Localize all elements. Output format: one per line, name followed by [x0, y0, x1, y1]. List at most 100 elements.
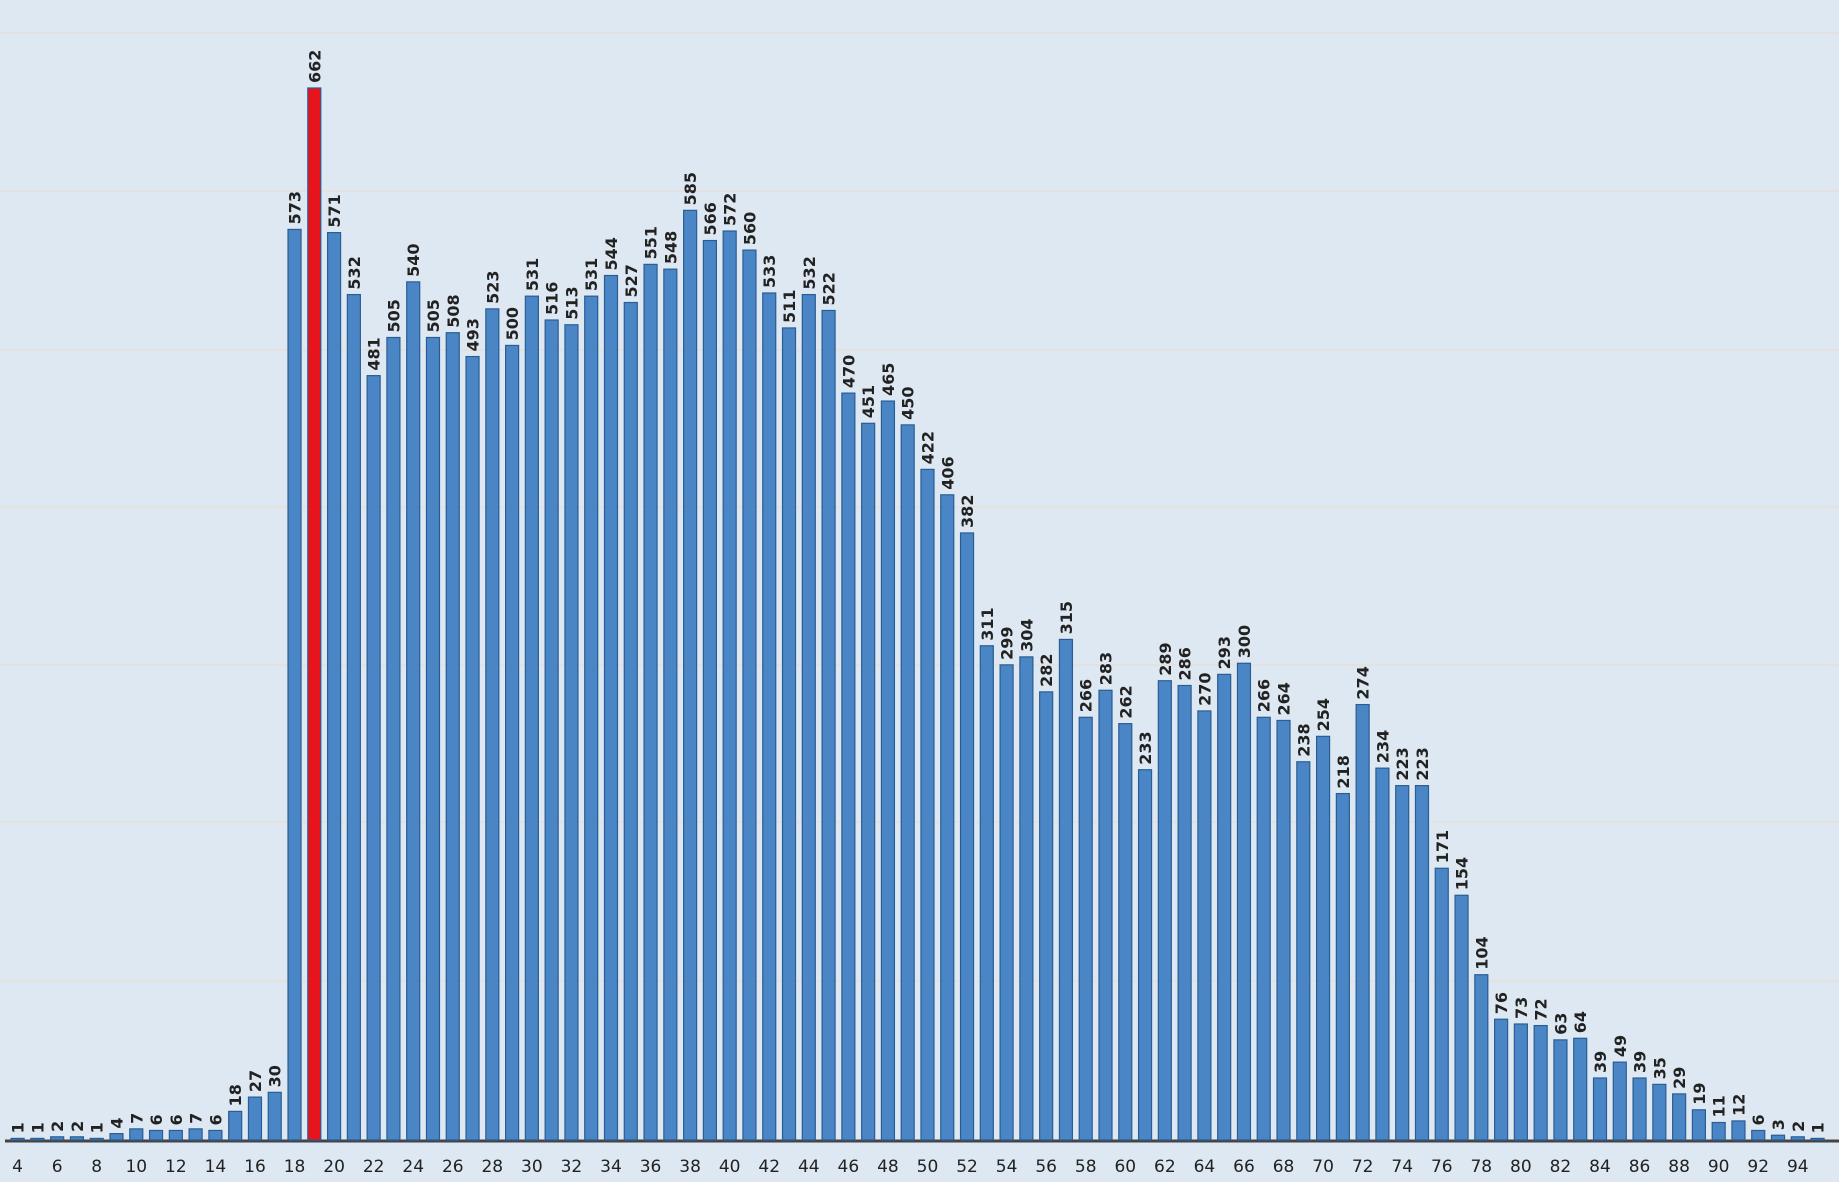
value-label: 11	[1710, 1095, 1729, 1117]
bar	[189, 1129, 202, 1140]
value-label: 304	[1017, 618, 1036, 651]
value-label: 311	[978, 607, 997, 640]
bar	[1791, 1137, 1804, 1140]
value-label: 516	[543, 282, 562, 315]
value-label: 465	[879, 363, 898, 396]
bar	[703, 241, 716, 1140]
bar	[11, 1138, 24, 1140]
value-label: 450	[899, 386, 918, 419]
bar	[110, 1134, 123, 1140]
value-label: 289	[1156, 642, 1175, 675]
value-label: 511	[780, 290, 799, 323]
bar	[31, 1138, 44, 1140]
value-label: 505	[424, 299, 443, 332]
bar	[624, 303, 637, 1140]
bar	[862, 423, 875, 1140]
value-label: 76	[1492, 992, 1511, 1014]
value-label: 532	[800, 256, 819, 289]
value-label: 1	[9, 1122, 28, 1133]
value-label: 1	[1809, 1122, 1828, 1133]
x-tick-label: 46	[838, 1157, 860, 1177]
value-label: 6	[147, 1114, 166, 1125]
x-tick-label: 86	[1629, 1157, 1651, 1177]
x-tick-label: 64	[1194, 1157, 1216, 1177]
value-label: 266	[1077, 679, 1096, 712]
value-label: 7	[127, 1113, 146, 1124]
x-tick-label: 88	[1668, 1157, 1690, 1177]
bar	[1396, 786, 1409, 1140]
x-tick-label: 6	[52, 1157, 63, 1177]
value-label: 571	[325, 194, 344, 227]
value-label: 218	[1334, 755, 1353, 788]
x-tick-label: 34	[600, 1157, 622, 1177]
x-tick-label: 22	[363, 1157, 385, 1177]
bar	[169, 1130, 182, 1140]
bar	[367, 376, 380, 1140]
x-tick-label: 14	[205, 1157, 227, 1177]
value-label: 274	[1354, 666, 1373, 699]
x-tick-label: 62	[1154, 1157, 1176, 1177]
bar	[585, 296, 598, 1140]
bar	[881, 401, 894, 1140]
value-label: 522	[820, 272, 839, 305]
value-label: 315	[1057, 601, 1076, 634]
bar	[1277, 720, 1290, 1140]
value-label: 2	[68, 1121, 87, 1132]
bar	[1198, 711, 1211, 1140]
bar	[980, 646, 993, 1140]
bar	[387, 337, 400, 1140]
bar	[1297, 762, 1310, 1140]
x-tick-label: 24	[402, 1157, 424, 1177]
bar	[229, 1111, 242, 1140]
bar	[1059, 639, 1072, 1140]
value-label: 282	[1037, 653, 1056, 686]
bar	[1079, 717, 1092, 1140]
value-label: 531	[523, 258, 542, 291]
bar	[1692, 1110, 1705, 1140]
value-label: 64	[1571, 1011, 1590, 1033]
value-label: 540	[404, 243, 423, 276]
x-tick-label: 44	[798, 1157, 820, 1177]
value-label: 270	[1195, 673, 1214, 706]
bar	[328, 233, 341, 1140]
value-label: 293	[1215, 636, 1234, 669]
value-label: 6	[206, 1114, 225, 1125]
bar	[1633, 1078, 1646, 1140]
bar	[70, 1137, 83, 1140]
bar	[842, 393, 855, 1140]
bar	[1257, 717, 1270, 1140]
bar	[1475, 975, 1488, 1140]
x-tick-label: 82	[1550, 1157, 1572, 1177]
value-label: 551	[642, 226, 661, 259]
x-tick-label: 42	[758, 1157, 780, 1177]
value-label: 254	[1314, 698, 1333, 731]
bar	[1336, 794, 1349, 1140]
value-label: 18	[226, 1084, 245, 1106]
bar	[664, 269, 677, 1140]
value-label: 223	[1413, 747, 1432, 780]
bar	[308, 88, 321, 1140]
x-tick-label: 54	[996, 1157, 1018, 1177]
bar	[961, 533, 974, 1140]
bar	[486, 309, 499, 1140]
bar	[1139, 770, 1152, 1140]
x-tick-label: 94	[1787, 1157, 1809, 1177]
bar	[605, 276, 618, 1140]
x-tick-label: 60	[1114, 1157, 1136, 1177]
value-label: 523	[483, 270, 502, 303]
value-label: 19	[1690, 1083, 1709, 1105]
bar	[51, 1137, 64, 1140]
value-label: 29	[1670, 1067, 1689, 1089]
value-label: 2	[48, 1121, 67, 1132]
bar	[466, 357, 479, 1140]
value-label: 493	[464, 318, 483, 351]
value-label: 27	[246, 1070, 265, 1092]
x-tick-label: 78	[1470, 1157, 1492, 1177]
value-label: 238	[1294, 723, 1313, 756]
value-label: 662	[305, 50, 324, 83]
x-tick-label: 84	[1589, 1157, 1611, 1177]
bar	[1594, 1078, 1607, 1140]
value-label: 566	[701, 202, 720, 235]
x-tick-label: 76	[1431, 1157, 1453, 1177]
value-label: 513	[562, 286, 581, 319]
